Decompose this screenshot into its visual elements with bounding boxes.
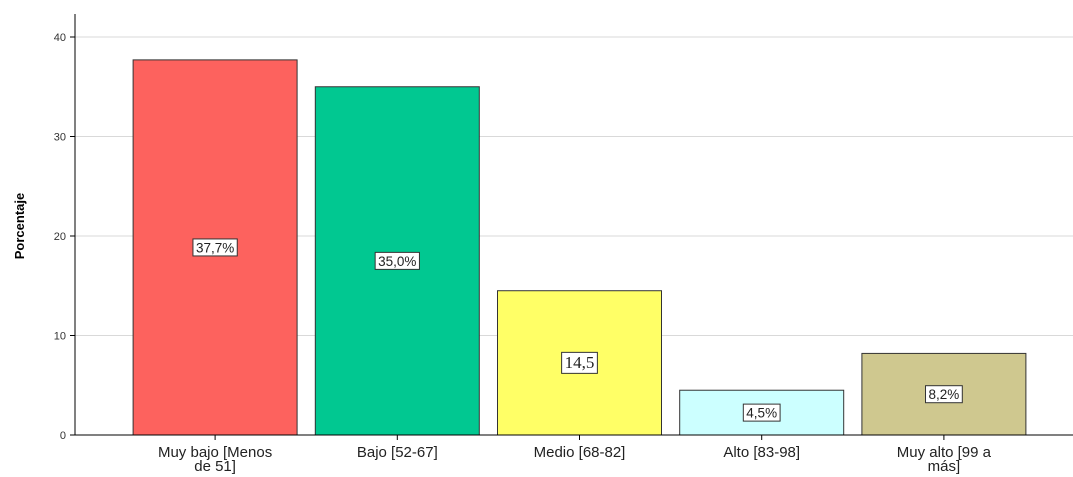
data-label-4: 4,5% [742, 403, 781, 422]
x-tick-label-2: Bajo [52-67] [357, 444, 438, 461]
x-tick-label-5: Muy alto [99 a más] [897, 444, 992, 475]
svg-text:35,0%: 35,0% [378, 254, 416, 269]
y-tick-labels: 0 10 20 30 40 [54, 32, 75, 442]
bars [132, 59, 1027, 436]
x-tick-labels: Muy bajo [Menos de 51] Bajo [52-67] Medio [… [158, 435, 992, 475]
data-label-2: 35,0% [374, 251, 420, 270]
y-tick-label-20: 20 [54, 231, 66, 243]
svg-text:14,5: 14,5 [565, 353, 595, 372]
data-label-5: 8,2% [925, 385, 963, 404]
x-tick-label-4: Alto [83-98] [723, 444, 800, 461]
svg-text:37,7%: 37,7% [196, 240, 234, 255]
data-label-1: 37,7% [192, 238, 238, 257]
x-tick-label-3: Medio [68-82] [534, 444, 626, 461]
axes [74, 14, 1073, 436]
y-tick-label-0: 0 [60, 430, 66, 442]
data-label-3: 14,5 [561, 351, 598, 374]
y-tick-label-40: 40 [54, 32, 66, 44]
y-tick-label-10: 10 [54, 331, 66, 343]
x-tick-label-1: Muy bajo [Menos de 51] [158, 444, 272, 475]
data-labels: 37,7% 35,0% 14,5 4,5% 8,2% [192, 238, 963, 422]
svg-text:4,5%: 4,5% [746, 406, 777, 421]
y-axis-title: Porcentaje [12, 193, 27, 259]
y-tick-label-30: 30 [54, 132, 66, 144]
svg-text:8,2%: 8,2% [929, 387, 960, 402]
